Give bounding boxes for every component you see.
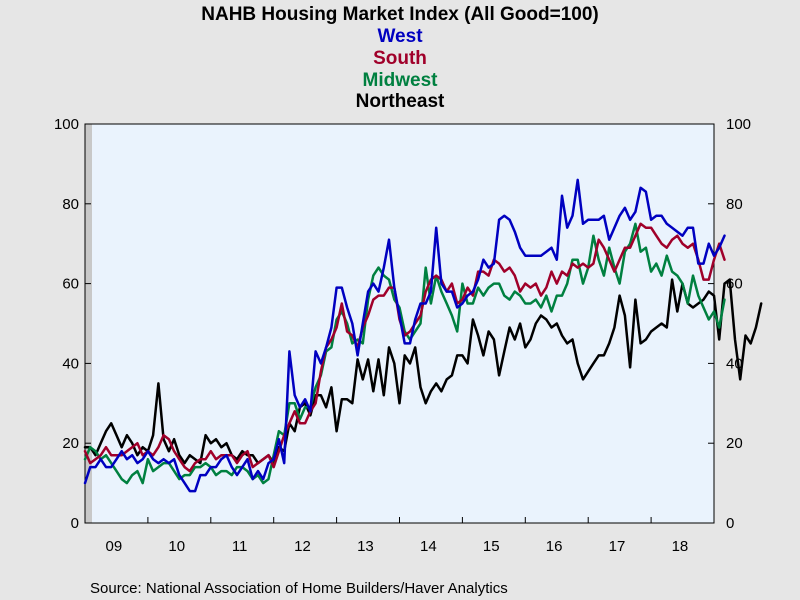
x-tick-label: 10 bbox=[168, 538, 185, 555]
y-tick-label-left: 20 bbox=[62, 435, 79, 452]
y-tick-label-left: 100 bbox=[54, 116, 79, 133]
x-tick-label: 11 bbox=[232, 538, 248, 555]
y-tick-label-right: 100 bbox=[726, 116, 751, 133]
x-tick-label: 17 bbox=[609, 538, 626, 555]
y-tick-label-left: 60 bbox=[62, 276, 79, 293]
x-tick-label: 14 bbox=[420, 538, 437, 555]
y-tick-label-right: 20 bbox=[726, 435, 743, 452]
x-tick-label: 13 bbox=[357, 538, 374, 555]
y-tick-label-left: 0 bbox=[71, 515, 79, 532]
legend-northeast: Northeast bbox=[356, 91, 445, 112]
y-tick-label-left: 40 bbox=[62, 355, 79, 372]
y-tick-label-left: 80 bbox=[62, 196, 79, 213]
series-lines bbox=[83, 178, 763, 493]
recession-shade bbox=[85, 124, 92, 523]
x-tick-label: 12 bbox=[294, 538, 311, 555]
x-tick-label: 15 bbox=[483, 538, 500, 555]
x-tick-label: 18 bbox=[672, 538, 689, 555]
y-tick-label-right: 0 bbox=[726, 515, 734, 532]
chart-title: NAHB Housing Market Index (All Good=100) bbox=[201, 4, 598, 25]
y-tick-label-right: 60 bbox=[726, 276, 743, 293]
legend-midwest: Midwest bbox=[363, 70, 439, 91]
legend-west: West bbox=[377, 26, 423, 47]
series-line-south bbox=[83, 222, 726, 473]
x-tick-label: 09 bbox=[105, 538, 122, 555]
source-note: Source: National Association of Home Bui… bbox=[90, 580, 508, 597]
series-line-west bbox=[83, 178, 726, 493]
y-tick-label-right: 80 bbox=[726, 196, 743, 213]
x-tick-label: 16 bbox=[546, 538, 563, 555]
legend-south: South bbox=[373, 48, 427, 69]
